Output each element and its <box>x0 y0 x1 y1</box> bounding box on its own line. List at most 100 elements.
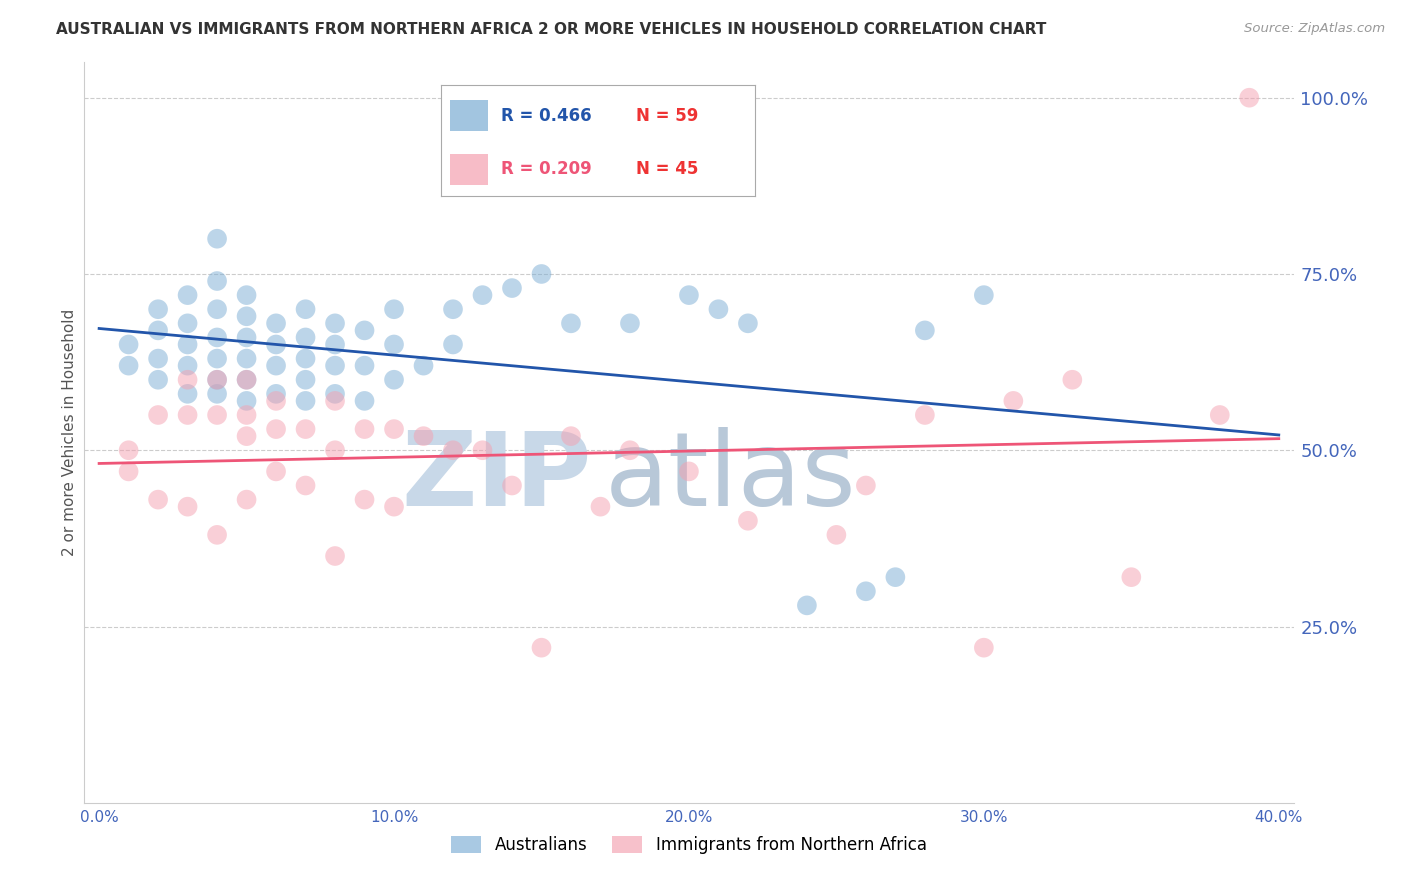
Point <box>382 373 405 387</box>
Point <box>323 387 346 401</box>
Point <box>353 422 375 436</box>
Point <box>176 500 198 514</box>
Point <box>205 408 228 422</box>
Point <box>914 408 936 422</box>
Point <box>501 281 523 295</box>
Point <box>323 316 346 330</box>
Point <box>205 351 228 366</box>
Point <box>737 514 759 528</box>
Point <box>176 316 198 330</box>
Point <box>619 316 641 330</box>
Point <box>264 337 287 351</box>
Point <box>382 337 405 351</box>
Point <box>589 500 612 514</box>
Point <box>235 408 257 422</box>
Point <box>353 323 375 337</box>
Point <box>235 288 257 302</box>
Point <box>619 443 641 458</box>
Point <box>382 302 405 317</box>
Point <box>294 393 316 408</box>
Point <box>264 316 287 330</box>
Point <box>530 267 553 281</box>
Point <box>323 337 346 351</box>
Point <box>530 640 553 655</box>
Point <box>294 351 316 366</box>
Point <box>441 302 464 317</box>
Point <box>382 500 405 514</box>
Point <box>471 443 494 458</box>
Point <box>235 492 257 507</box>
Point <box>560 316 582 330</box>
Point <box>176 337 198 351</box>
Point <box>501 478 523 492</box>
Point <box>737 316 759 330</box>
Point <box>205 387 228 401</box>
Point <box>353 492 375 507</box>
Point <box>146 323 169 337</box>
Point <box>235 351 257 366</box>
Point <box>205 302 228 317</box>
Point <box>560 429 582 443</box>
Point <box>441 443 464 458</box>
Point <box>146 351 169 366</box>
Point <box>176 373 198 387</box>
Point <box>264 393 287 408</box>
Point <box>264 387 287 401</box>
Point <box>117 359 139 373</box>
Point <box>176 359 198 373</box>
Point <box>1062 373 1084 387</box>
Point <box>205 528 228 542</box>
Point <box>412 429 434 443</box>
Point <box>353 359 375 373</box>
Text: ZIP: ZIP <box>402 426 592 527</box>
Point <box>323 393 346 408</box>
Point <box>707 302 730 317</box>
Point <box>146 302 169 317</box>
Point <box>176 288 198 302</box>
Point <box>205 373 228 387</box>
Point <box>235 429 257 443</box>
Point <box>294 302 316 317</box>
Y-axis label: 2 or more Vehicles in Household: 2 or more Vehicles in Household <box>62 309 77 557</box>
Point <box>146 408 169 422</box>
Point <box>146 492 169 507</box>
Point <box>1121 570 1143 584</box>
Text: AUSTRALIAN VS IMMIGRANTS FROM NORTHERN AFRICA 2 OR MORE VEHICLES IN HOUSEHOLD CO: AUSTRALIAN VS IMMIGRANTS FROM NORTHERN A… <box>56 22 1046 37</box>
Legend: Australians, Immigrants from Northern Africa: Australians, Immigrants from Northern Af… <box>444 830 934 861</box>
Point <box>294 422 316 436</box>
Point <box>205 274 228 288</box>
Point <box>264 422 287 436</box>
Point <box>235 373 257 387</box>
Point <box>353 393 375 408</box>
Point <box>678 288 700 302</box>
Point <box>264 464 287 478</box>
Point <box>294 373 316 387</box>
Point <box>914 323 936 337</box>
Point <box>264 359 287 373</box>
Point <box>294 330 316 344</box>
Point <box>294 478 316 492</box>
Point <box>323 549 346 563</box>
Point <box>855 584 877 599</box>
Point <box>1239 91 1261 105</box>
Point <box>884 570 907 584</box>
Point <box>855 478 877 492</box>
Text: Source: ZipAtlas.com: Source: ZipAtlas.com <box>1244 22 1385 36</box>
Point <box>235 373 257 387</box>
Point <box>235 330 257 344</box>
Point <box>117 443 139 458</box>
Point <box>796 599 818 613</box>
Point <box>1002 393 1025 408</box>
Point <box>205 330 228 344</box>
Point <box>973 640 995 655</box>
Point <box>471 288 494 302</box>
Point <box>441 337 464 351</box>
Point <box>973 288 995 302</box>
Point <box>235 393 257 408</box>
Point <box>176 408 198 422</box>
Point <box>235 310 257 324</box>
Point <box>825 528 848 542</box>
Point <box>412 359 434 373</box>
Point <box>323 443 346 458</box>
Text: atlas: atlas <box>605 426 856 527</box>
